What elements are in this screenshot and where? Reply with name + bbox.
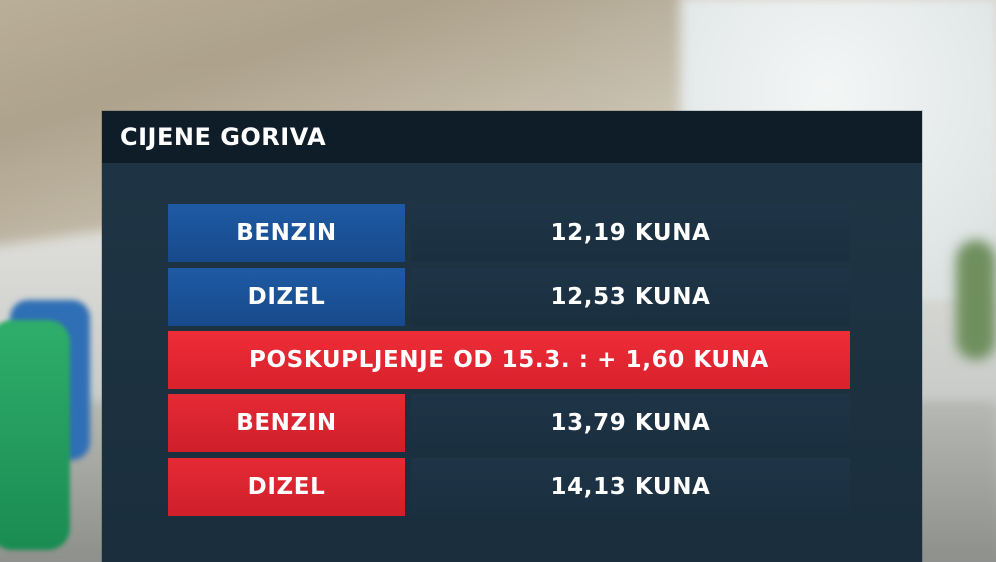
- fuel-pump-nozzle-green: [0, 320, 70, 550]
- row-value-benzin-new: 13,79 KUNA: [411, 394, 850, 452]
- panel-header: CIJENE GORIVA: [102, 111, 922, 163]
- row-label-benzin-new: BENZIN: [168, 394, 405, 452]
- row-value-dizel-new: 14,13 KUNA: [411, 458, 850, 516]
- background-tree: [956, 240, 996, 360]
- row-value-benzin-current: 12,19 KUNA: [411, 204, 850, 262]
- row-label-dizel-current: DIZEL: [168, 268, 405, 326]
- price-increase-banner: POSKUPLJENJE OD 15.3. : + 1,60 KUNA: [168, 331, 850, 389]
- row-label-dizel-new: DIZEL: [168, 458, 405, 516]
- row-label-benzin-current: BENZIN: [168, 204, 405, 262]
- row-value-dizel-current: 12,53 KUNA: [411, 268, 850, 326]
- panel-title: CIJENE GORIVA: [120, 123, 327, 151]
